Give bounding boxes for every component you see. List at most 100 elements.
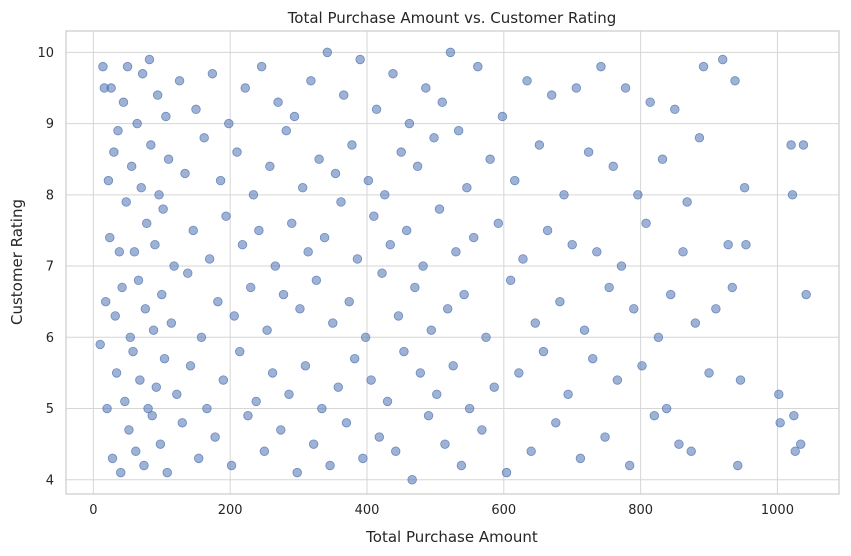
y-axis-label: Customer Rating [8,199,26,325]
data-point [448,361,458,371]
data-point [374,432,385,442]
data-point [690,318,701,328]
data-point [213,296,223,307]
data-point [281,126,291,136]
data-point [169,261,179,271]
data-point [686,446,696,456]
data-point [352,254,363,264]
data-point [132,118,142,129]
data-point [440,439,450,449]
data-point [462,183,472,193]
data-point [292,467,302,478]
data-point [795,439,806,449]
data-point [412,161,423,172]
data-point [122,61,133,72]
data-point [142,218,152,229]
data-point [243,410,253,421]
data-point [177,418,187,428]
data-point [443,304,453,314]
data-point [723,239,733,250]
y-tick-label: 9 [46,117,54,132]
data-point [456,460,467,471]
data-point [202,403,212,414]
data-point [546,90,557,100]
data-point [129,247,140,257]
data-point [510,175,520,186]
data-point [596,61,606,72]
plot-frame [65,30,840,495]
data-point [735,375,746,385]
data-point [107,453,118,464]
data-point [404,118,415,129]
data-point [624,460,635,471]
x-tick-label: 600 [491,503,516,518]
data-point [358,453,368,464]
data-point [121,197,131,207]
data-point [136,183,146,193]
x-axis-label: Total Purchase Amount [365,528,538,546]
data-point [125,332,136,342]
data-point [185,361,196,371]
data-point [155,439,166,449]
data-point [224,118,234,129]
data-point [620,83,631,93]
data-point [349,353,360,364]
data-point [339,90,349,100]
data-point [120,396,130,407]
data-point [371,104,382,115]
data-point [172,389,182,399]
data-point [183,268,193,278]
data-point [232,147,242,157]
data-point [571,83,582,93]
data-point [146,140,156,150]
data-point [459,289,469,300]
data-point [105,232,115,243]
data-point [265,161,275,172]
data-point [407,475,417,485]
data-point [567,239,577,250]
data-point [196,332,207,342]
data-point [538,346,549,357]
data-point [152,90,163,100]
data-point [530,318,540,328]
data-point [741,239,751,250]
data-point [235,346,245,357]
data-point [485,154,495,164]
data-point [180,168,190,179]
data-point [608,161,618,172]
x-tick-label: 200 [218,503,243,518]
data-point [604,282,614,293]
data-point [774,389,784,399]
data-point [415,368,426,378]
data-point [382,396,393,407]
data-point [739,183,750,193]
data-point [393,311,404,321]
data-point [109,147,119,157]
data-point [429,133,439,143]
data-point [629,304,639,314]
data-point [786,140,796,150]
data-point [704,368,714,378]
data-point [297,183,308,193]
data-point [670,104,680,115]
data-point [600,432,610,442]
data-point [154,190,164,200]
data-point [103,175,114,186]
data-point [657,154,668,164]
data-point [126,161,137,172]
data-point [423,410,434,421]
data-point [162,467,172,478]
data-point [159,353,170,364]
x-tick-label: 400 [355,503,380,518]
data-point [113,126,123,136]
data-point [319,232,330,243]
data-point [325,460,335,471]
data-point [385,239,395,250]
data-point [256,61,267,72]
data-point [144,54,155,65]
chart-title: Total Purchase Amount vs. Customer Ratin… [287,9,617,27]
data-point [401,225,412,236]
data-point [787,190,798,200]
data-point [493,218,504,229]
data-point [204,254,215,264]
